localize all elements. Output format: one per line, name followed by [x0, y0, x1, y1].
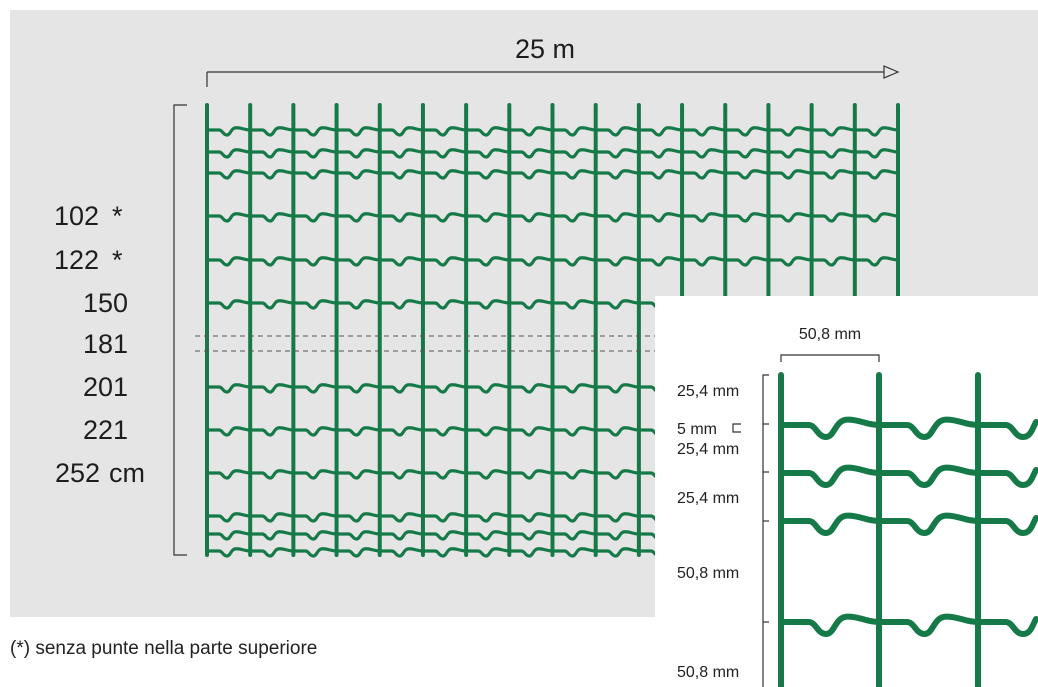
height-label: 201 — [83, 372, 128, 402]
footnote: (*) senza punte nella parte superiore — [10, 638, 317, 659]
arrow-head — [883, 65, 900, 79]
horizontal-wire — [205, 256, 900, 267]
height-label: 181 — [83, 329, 128, 359]
horizontal-wire — [205, 212, 900, 223]
height-label: 122 — [54, 245, 99, 275]
height-label: 102 — [54, 201, 99, 231]
height-label: 221 — [83, 415, 128, 445]
roll-length-label: 25 m — [515, 34, 575, 64]
horizontal-wire — [778, 512, 1038, 536]
detail-spacing-label: 50,8 mm — [677, 664, 739, 681]
height-labels: 102 * 122 * 150 181 201 221 252 cm — [54, 201, 145, 488]
horizontal-wire — [205, 126, 900, 137]
horizontal-wire — [778, 464, 1038, 488]
detail-wave-depth-label: 5 mm — [677, 421, 717, 438]
height-bracket — [173, 104, 187, 556]
wave-depth-bracket — [732, 423, 741, 433]
fence-mesh — [205, 103, 900, 558]
detail-height-dimension-line — [762, 374, 769, 687]
horizontal-wire — [205, 169, 900, 180]
detail-spacing-label: 25,4 mm — [677, 441, 739, 458]
detail-spacing-label: 50,8 mm — [677, 565, 739, 582]
detail-spacing-label: 25,4 mm — [677, 490, 739, 507]
height-note-mark: * — [112, 201, 123, 231]
horizontal-wire — [205, 148, 900, 159]
horizontal-wire — [778, 416, 1038, 440]
detail-spacing-label: 25,4 mm — [677, 383, 739, 400]
detail-mesh — [778, 372, 1038, 687]
height-unit-label: cm — [109, 458, 145, 488]
height-label: 150 — [83, 288, 128, 318]
detail-inset: 50,8 mm 25,4 mm 5 mm 25,4 mm 25,4 mm 50,… — [655, 296, 1038, 687]
detail-width-bracket — [780, 354, 880, 362]
horizontal-wire — [778, 613, 1038, 637]
height-note-mark: * — [112, 245, 123, 275]
roll-length-arrow — [206, 65, 900, 87]
detail-mesh-width-label: 50,8 mm — [799, 326, 861, 343]
height-label: 252 — [55, 458, 100, 488]
